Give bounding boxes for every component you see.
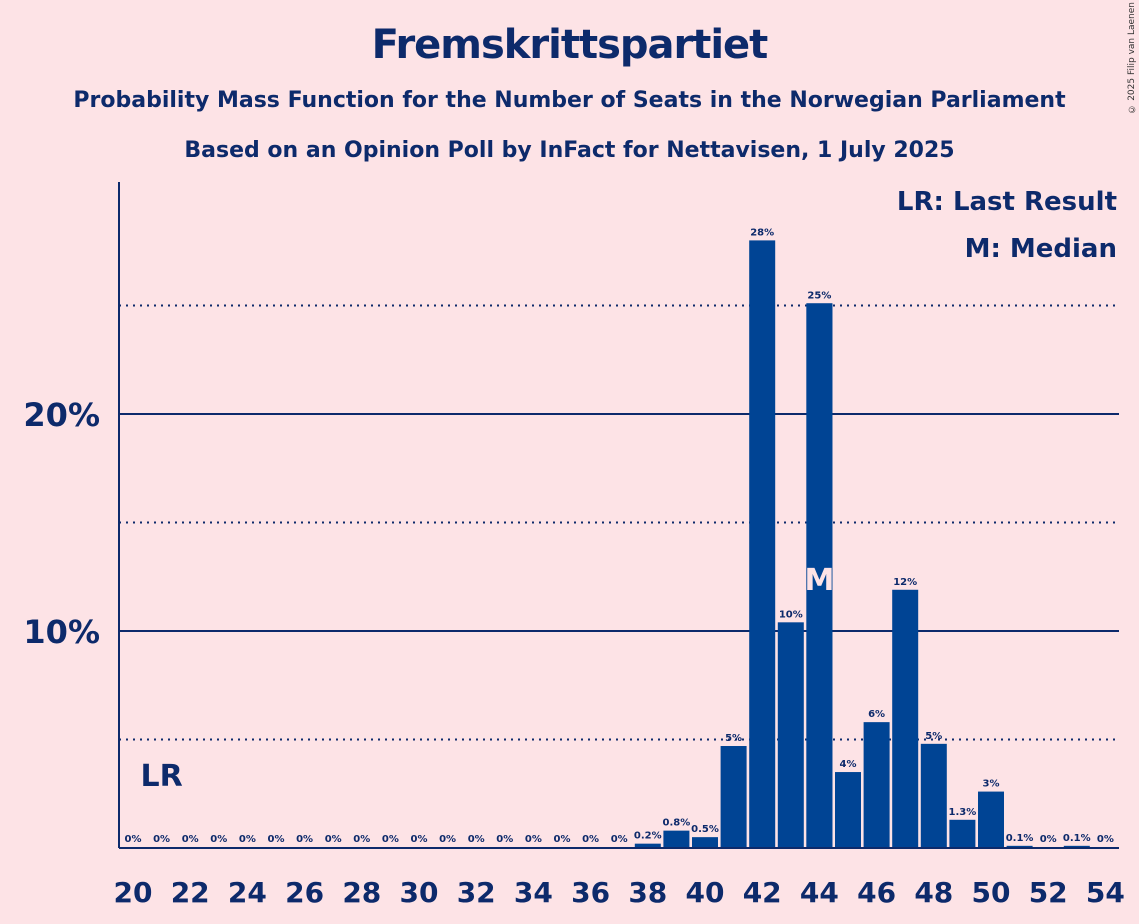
bar-seat-45 xyxy=(835,772,861,848)
x-tick-label: 34 xyxy=(514,876,553,909)
x-tick-label: 36 xyxy=(571,876,610,909)
bar-value-label: 0% xyxy=(125,834,142,845)
bar-seat-47 xyxy=(892,589,919,848)
bar-value-label: 0% xyxy=(439,834,456,845)
x-tick-label: 32 xyxy=(457,876,496,909)
bar-seat-50 xyxy=(978,791,1004,848)
bar-value-label: 0% xyxy=(325,834,342,845)
bar-value-label: 0% xyxy=(382,834,399,845)
bar-seat-40 xyxy=(692,837,718,848)
bar-value-label: 0% xyxy=(353,834,370,845)
bar-seat-49 xyxy=(949,819,976,848)
bar-value-label: 0.2% xyxy=(634,831,662,842)
x-tick-label: 54 xyxy=(1086,876,1125,909)
bar-value-label: 0% xyxy=(1040,834,1057,845)
bar-seat-46 xyxy=(863,722,890,848)
median-marker: M xyxy=(804,563,834,598)
chart-title: Fremskrittspartiet xyxy=(371,22,769,68)
x-tick-label: 38 xyxy=(628,876,667,909)
bar-value-label: 0% xyxy=(239,834,256,845)
x-tick-label: 28 xyxy=(342,876,381,909)
bar-value-label: 28% xyxy=(750,227,774,238)
x-tick-label: 26 xyxy=(285,876,324,909)
x-tick-label: 52 xyxy=(1029,876,1068,909)
bar-value-label: 4% xyxy=(840,759,857,770)
bar-value-label: 10% xyxy=(779,609,803,620)
bar-value-label: 0.1% xyxy=(1063,833,1091,844)
bar-value-label: 0% xyxy=(182,834,199,845)
x-tick-label: 30 xyxy=(400,876,439,909)
x-tick-label: 44 xyxy=(800,876,839,909)
legend-median: M: Median xyxy=(965,234,1117,264)
legend-last-result: LR: Last Result xyxy=(897,187,1117,217)
x-tick-label: 20 xyxy=(114,876,153,909)
bar-value-label: 0% xyxy=(496,834,513,845)
x-tick-label: 46 xyxy=(857,876,896,909)
bar-value-label: 0% xyxy=(554,834,571,845)
bar-value-label: 0% xyxy=(1097,834,1114,845)
bar-value-label: 3% xyxy=(983,779,1000,790)
bar-value-label: 6% xyxy=(868,709,885,720)
last-result-marker: LR xyxy=(140,759,182,794)
bar-value-label: 0% xyxy=(525,834,542,845)
bar-seat-38 xyxy=(634,843,661,848)
bar-value-label: 5% xyxy=(725,733,742,744)
bar-seat-42 xyxy=(749,240,776,848)
x-tick-label: 40 xyxy=(686,876,725,909)
bar-value-label: 5% xyxy=(925,731,942,742)
x-tick-label: 48 xyxy=(914,876,953,909)
bar-value-label: 0% xyxy=(582,834,599,845)
y-tick-label: 20% xyxy=(23,396,100,434)
bar-value-label: 0% xyxy=(468,834,485,845)
bar-seat-43 xyxy=(777,622,804,848)
y-tick-label: 10% xyxy=(23,613,100,651)
bar-seat-53 xyxy=(1063,845,1090,848)
bar-value-label: 0% xyxy=(411,834,428,845)
bar-value-label: 0.8% xyxy=(663,818,691,829)
bar-value-label: 0% xyxy=(153,834,170,845)
x-tick-label: 24 xyxy=(228,876,267,909)
bar-seat-39 xyxy=(663,830,690,848)
chart-subtitle-poll: Based on an Opinion Poll by InFact for N… xyxy=(184,138,955,163)
bar-value-label: 0% xyxy=(296,834,313,845)
x-tick-label: 50 xyxy=(972,876,1011,909)
x-tick-label: 42 xyxy=(743,876,782,909)
chart-subtitle: Probability Mass Function for the Number… xyxy=(73,88,1066,113)
bar-value-label: 0% xyxy=(268,834,285,845)
bar-value-label: 0% xyxy=(210,834,227,845)
bar-value-label: 0.5% xyxy=(691,824,719,835)
bar-value-label: 0.1% xyxy=(1006,833,1034,844)
bar-value-label: 1.3% xyxy=(949,807,977,818)
bar-value-label: 0% xyxy=(611,834,628,845)
bar-seat-41 xyxy=(720,746,747,848)
bar-seat-48 xyxy=(920,743,947,848)
bar-value-label: 12% xyxy=(893,577,917,588)
median-bar-highlight xyxy=(806,303,833,849)
bar-seat-51 xyxy=(1006,845,1033,848)
x-tick-label: 22 xyxy=(171,876,210,909)
bar-value-label: 25% xyxy=(807,290,831,301)
